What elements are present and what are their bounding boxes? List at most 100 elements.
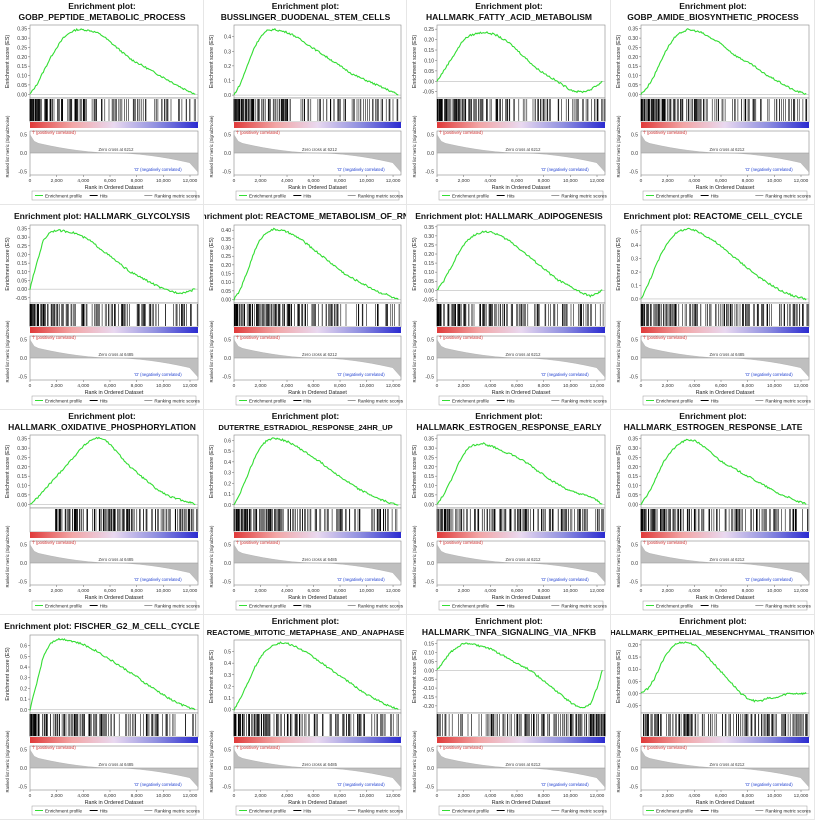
y-tick-label: 0.4 (224, 661, 231, 667)
enrichment-plot-panel: Enrichment plot: HALLMARK_ESTROGEN_RESPON… (611, 410, 815, 615)
enrichment-plot-panel: Enrichment plot: BUSSLINGER_DUODENAL_STEM… (204, 0, 407, 205)
y-tick-label: 0.00 (17, 92, 27, 98)
legend-entry: Enrichment profile (656, 398, 693, 403)
enrichment-plot-panel: Enrichment plot: DUTERTRE_ESTRADIOL_RESPO… (204, 410, 407, 615)
legend-entry: Hits (711, 398, 720, 403)
positive-correlation-label: 'f' (positively correlated) (236, 335, 280, 340)
zero-cross-label: Zero cross at 6212 (506, 147, 542, 152)
y-tick-label: 0.25 (17, 455, 27, 461)
metric-tick-label: 0.0 (631, 561, 638, 567)
legend-entry: Ranking metric scores (154, 603, 200, 608)
y-tick-label: 0.10 (424, 270, 434, 276)
metric-axis-label: Ranked list metric (Signal2Noise) (616, 730, 621, 793)
x-tick-label: 10,000 (767, 793, 782, 799)
negative-correlation-label: 'D' (negatively correlated) (745, 167, 793, 172)
x-tick-label: 12,000 (183, 793, 198, 799)
y-tick-label: -0.05 (16, 296, 28, 302)
negative-correlation-label: 'D' (negatively correlated) (337, 577, 385, 582)
legend-entry: Ranking metric scores (154, 193, 200, 198)
y-tick-label: 0.10 (628, 74, 638, 80)
y-tick-label: 0.05 (17, 83, 27, 89)
y-axis-label: Enrichment score (ES) (616, 650, 622, 704)
x-tick-label: 2,000 (255, 588, 267, 594)
legend-entry: Ranking metric scores (561, 398, 607, 403)
y-tick-label: 0.05 (424, 493, 434, 499)
x-tick-label: 0 (640, 588, 643, 594)
x-tick-label: 4,000 (281, 588, 293, 594)
y-tick-label: 0.00 (424, 79, 434, 85)
enrichment-plot-panel: Enrichment plot: FISCHER_G2_M_CELL_CYCLE… (0, 615, 204, 820)
x-axis-label: Rank in Ordered Dataset (696, 390, 755, 396)
correlation-color-bar (234, 737, 401, 743)
negative-correlation-label: 'D' (negatively correlated) (745, 577, 793, 582)
positive-correlation-label: 'f' (positively correlated) (439, 130, 483, 135)
y-tick-label: 0.3 (224, 471, 231, 477)
legend-entry: Ranking metric scores (154, 808, 200, 813)
metric-tick-label: -0.5 (425, 784, 434, 790)
plot-title: DUTERTRE_ESTRADIOL_RESPONSE_24HR_UP (218, 423, 392, 432)
hit-lines (55, 509, 198, 531)
y-tick-label: -0.05 (627, 704, 639, 710)
x-tick-label: 12,000 (590, 793, 605, 799)
metric-tick-label: 0.0 (20, 561, 27, 567)
y-tick-label: 0.10 (424, 484, 434, 490)
x-tick-label: 6,000 (715, 793, 727, 799)
zero-cross-label: Zero cross at 6212 (506, 762, 542, 767)
x-tick-label: 4,000 (77, 383, 89, 389)
enrichment-plot-svg: Enrichment plot: FISCHER_G2_M_CELL_CYCLE… (4, 621, 200, 816)
y-tick-label: 0.0 (224, 503, 231, 509)
x-tick-label: 8,000 (334, 793, 346, 799)
y-tick-label: 0.30 (17, 446, 27, 452)
plot-title: GOBP_PEPTIDE_METABOLIC_PROCESS (18, 12, 185, 22)
legend-entry: Enrichment profile (452, 193, 489, 198)
enrichment-plot-panel: Enrichment plot: HALLMARK_FATTY_ACID_META… (407, 0, 611, 205)
x-tick-label: 6,000 (308, 383, 320, 389)
legend-entry: Ranking metric scores (765, 398, 811, 403)
zero-cross-label: Zero cross at 6212 (302, 147, 338, 152)
legend-entry: Hits (303, 193, 312, 198)
metric-tick-label: -0.5 (222, 784, 231, 790)
hit-lines (233, 714, 399, 736)
y-tick-label: 0.10 (424, 650, 434, 656)
y-tick-label: -0.05 (423, 297, 435, 303)
y-tick-label: 0.15 (424, 48, 434, 54)
x-tick-label: 8,000 (334, 588, 346, 594)
y-tick-label: 0.1 (224, 492, 231, 498)
legend-entry: Hits (100, 603, 109, 608)
x-tick-label: 4,000 (484, 588, 496, 594)
enrichment-profile-line (233, 641, 399, 711)
x-tick-label: 12,000 (590, 588, 605, 594)
y-tick-label: 0.5 (224, 449, 231, 455)
x-axis-label: Rank in Ordered Dataset (85, 390, 144, 396)
legend (31, 600, 197, 611)
x-tick-label: 10,000 (359, 793, 374, 799)
y-axis-label: Enrichment score (ES) (209, 650, 215, 704)
negative-correlation-label: 'D' (negatively correlated) (134, 782, 182, 787)
y-axis-label: Enrichment score (ES) (616, 237, 622, 291)
legend-entry: Hits (507, 398, 516, 403)
metric-tick-label: 0.0 (427, 151, 434, 157)
x-tick-label: 6,000 (104, 793, 116, 799)
y-tick-label: 0.3 (224, 49, 231, 55)
plot-title-prefix: Enrichment plot: (475, 411, 543, 421)
legend-entry: Hits (711, 193, 720, 198)
correlation-color-bar (30, 327, 198, 333)
x-tick-label: 2,000 (458, 178, 470, 184)
zero-cross-label: Zero cross at 6212 (506, 557, 542, 562)
x-tick-label: 12,000 (386, 178, 401, 184)
y-tick-label: 0.25 (17, 244, 27, 250)
negative-correlation-label: 'D' (negatively correlated) (745, 782, 793, 787)
x-tick-label: 12,000 (794, 793, 809, 799)
y-tick-label: 0.2 (224, 481, 231, 487)
y-axis-label: Enrichment score (ES) (412, 650, 418, 704)
y-tick-label: 0.05 (628, 493, 638, 499)
y-tick-label: 0.00 (628, 92, 638, 98)
y-tick-label: -0.05 (423, 677, 435, 683)
enrichment-profile-line (233, 227, 399, 301)
y-tick-label: 0.20 (221, 263, 231, 269)
x-tick-label: 2,000 (662, 793, 674, 799)
legend-entry: Hits (507, 808, 516, 813)
metric-tick-label: 0.0 (20, 356, 27, 362)
negative-correlation-label: 'D' (negatively correlated) (337, 167, 385, 172)
